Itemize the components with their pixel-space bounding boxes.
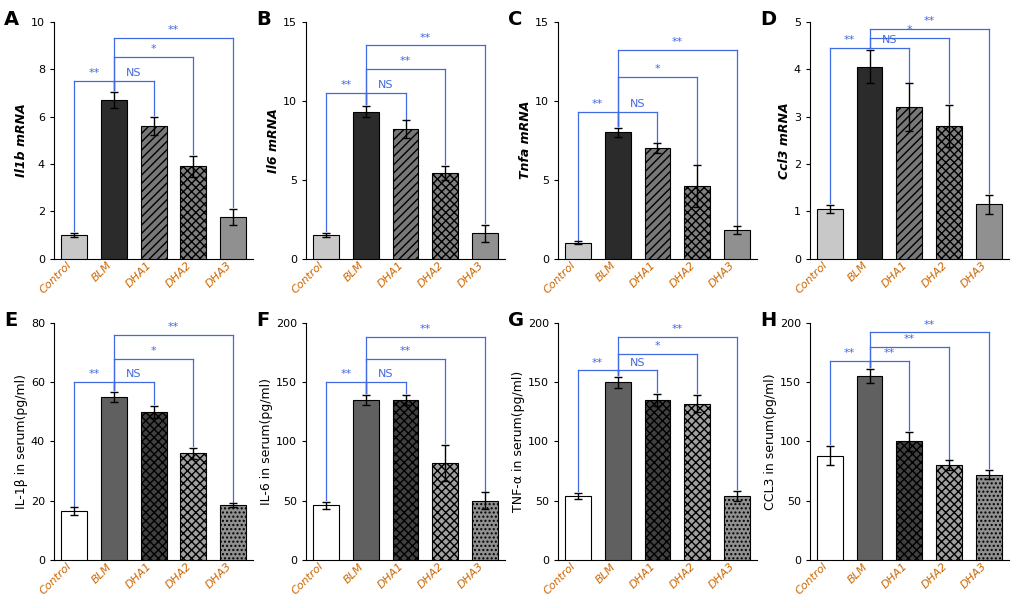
Bar xyxy=(141,412,166,560)
Text: G: G xyxy=(507,311,524,330)
Text: D: D xyxy=(759,10,775,29)
Text: F: F xyxy=(256,311,269,330)
Text: NS: NS xyxy=(125,68,142,78)
Bar xyxy=(180,166,206,258)
Text: C: C xyxy=(507,10,522,29)
Bar xyxy=(101,397,126,560)
Text: **: ** xyxy=(923,16,934,26)
Bar xyxy=(353,400,378,560)
Y-axis label: TNF-α in serum(pg/ml): TNF-α in serum(pg/ml) xyxy=(512,371,525,512)
Bar xyxy=(816,209,842,258)
Bar xyxy=(432,173,458,258)
Bar xyxy=(816,455,842,560)
Y-axis label: Il6 mRNA: Il6 mRNA xyxy=(267,108,280,173)
Y-axis label: CCL3 in serum(pg/ml): CCL3 in serum(pg/ml) xyxy=(763,373,776,510)
Bar xyxy=(935,126,961,258)
Bar xyxy=(684,404,709,560)
Y-axis label: IL-6 in serum(pg/ml): IL-6 in serum(pg/ml) xyxy=(260,378,273,505)
Text: B: B xyxy=(256,10,271,29)
Text: NS: NS xyxy=(377,369,393,379)
Bar xyxy=(896,441,921,560)
Y-axis label: Il1b mRNA: Il1b mRNA xyxy=(15,103,29,177)
Text: **: ** xyxy=(903,334,914,344)
Text: **: ** xyxy=(672,37,683,47)
Text: E: E xyxy=(4,311,17,330)
Text: *: * xyxy=(654,64,659,74)
Text: **: ** xyxy=(591,99,603,109)
Bar xyxy=(856,376,881,560)
Bar xyxy=(723,230,749,258)
Text: **: ** xyxy=(883,348,895,358)
Bar xyxy=(313,235,338,258)
Text: **: ** xyxy=(399,346,411,356)
Bar xyxy=(432,463,458,560)
Text: **: ** xyxy=(420,33,431,43)
Bar xyxy=(975,475,1001,560)
Text: **: ** xyxy=(672,324,683,334)
Text: **: ** xyxy=(340,369,352,379)
Bar xyxy=(180,454,206,560)
Bar xyxy=(723,496,749,560)
Text: **: ** xyxy=(843,35,855,45)
Bar xyxy=(472,233,497,258)
Text: NS: NS xyxy=(880,35,897,45)
Text: **: ** xyxy=(420,324,431,334)
Bar xyxy=(101,100,126,258)
Text: *: * xyxy=(151,44,156,55)
Bar xyxy=(565,496,590,560)
Text: *: * xyxy=(654,341,659,351)
Y-axis label: Ccl3 mRNA: Ccl3 mRNA xyxy=(777,102,790,179)
Text: NS: NS xyxy=(629,358,645,367)
Bar xyxy=(141,126,166,258)
Bar xyxy=(604,382,630,560)
Text: **: ** xyxy=(168,322,179,332)
Bar xyxy=(604,133,630,258)
Bar xyxy=(644,400,669,560)
Bar xyxy=(61,235,87,258)
Text: NS: NS xyxy=(377,80,393,90)
Text: A: A xyxy=(4,10,19,29)
Text: **: ** xyxy=(923,320,934,330)
Text: **: ** xyxy=(843,348,855,358)
Bar xyxy=(61,511,87,560)
Text: NS: NS xyxy=(629,99,645,109)
Bar xyxy=(472,500,497,560)
Bar xyxy=(392,129,418,258)
Bar xyxy=(896,107,921,258)
Bar xyxy=(313,505,338,560)
Text: H: H xyxy=(759,311,775,330)
Text: **: ** xyxy=(89,68,100,78)
Text: NS: NS xyxy=(125,369,142,379)
Bar xyxy=(353,112,378,258)
Text: *: * xyxy=(906,26,911,35)
Bar xyxy=(220,217,246,258)
Bar xyxy=(975,204,1001,258)
Text: **: ** xyxy=(399,57,411,66)
Y-axis label: Tnfa mRNA: Tnfa mRNA xyxy=(519,101,532,179)
Text: **: ** xyxy=(340,80,352,90)
Bar xyxy=(684,186,709,258)
Text: *: * xyxy=(151,346,156,356)
Bar xyxy=(856,67,881,258)
Text: **: ** xyxy=(89,369,100,379)
Bar xyxy=(935,465,961,560)
Bar xyxy=(565,243,590,258)
Text: **: ** xyxy=(168,26,179,35)
Text: **: ** xyxy=(591,358,603,367)
Bar xyxy=(220,505,246,560)
Bar xyxy=(644,148,669,258)
Bar xyxy=(392,400,418,560)
Y-axis label: IL-1β in serum(pg/ml): IL-1β in serum(pg/ml) xyxy=(15,374,29,509)
